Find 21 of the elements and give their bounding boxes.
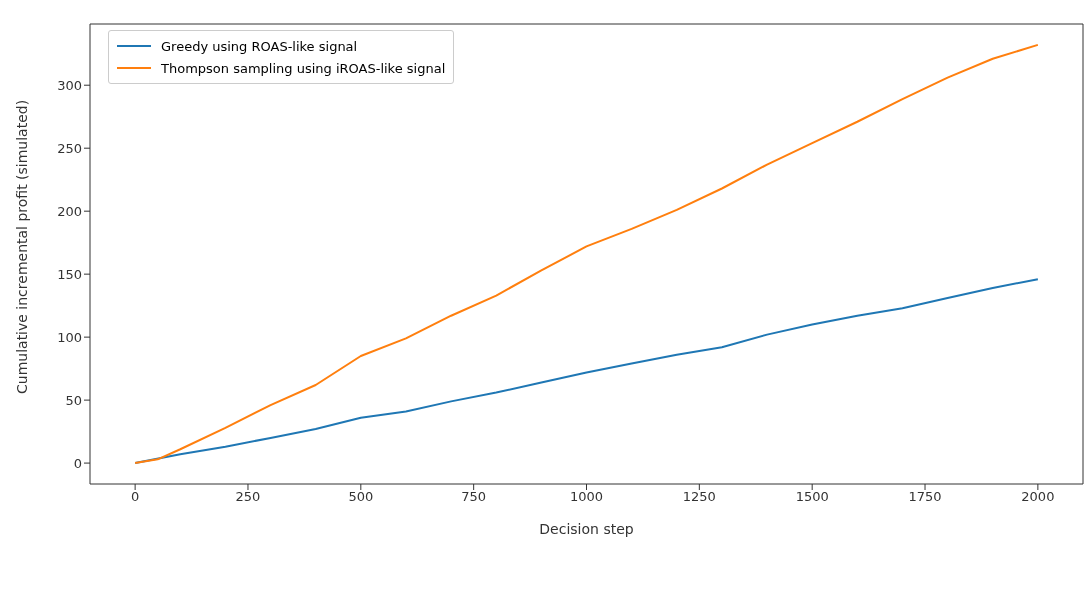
x-tick-label: 1750 [908, 489, 942, 505]
y-tick-label: 100 [57, 329, 82, 345]
x-axis-title: Decision step [539, 521, 634, 537]
x-tick-label: 750 [461, 489, 487, 505]
y-tick-label: 200 [57, 203, 82, 219]
x-tick-label: 500 [348, 489, 374, 505]
x-tick-label: 0 [131, 489, 140, 505]
y-tick-label: 250 [57, 140, 82, 156]
y-tick-label: 150 [57, 266, 82, 282]
x-tick-label: 2000 [1021, 489, 1055, 505]
legend-label: Thompson sampling using iROAS-like signal [161, 60, 446, 76]
y-axis-title: Cumulative incremental profit (simulated) [13, 99, 30, 394]
y-tick-label: 50 [65, 392, 82, 408]
x-tick-label: 1250 [682, 489, 716, 505]
y-tick-label: 0 [73, 455, 82, 471]
y-tick-label: 300 [57, 77, 82, 93]
x-tick-label: 1000 [569, 489, 604, 505]
line-series [134, 43, 1039, 465]
legend-label: Greedy using ROAS-like signal [161, 38, 358, 54]
x-tick-label: 1500 [795, 489, 829, 505]
x-tick-label: 250 [235, 489, 261, 505]
